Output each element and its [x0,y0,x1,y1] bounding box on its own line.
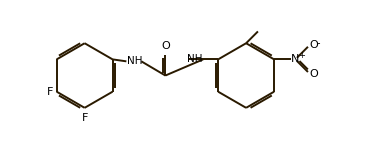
Text: O: O [310,40,318,50]
Text: O: O [310,69,318,79]
Text: F: F [81,113,88,123]
Text: -: - [317,38,320,48]
Text: N: N [291,54,299,64]
Text: NH: NH [187,54,203,64]
Text: NH: NH [127,56,142,66]
Text: F: F [47,87,54,97]
Text: O: O [161,41,170,51]
Text: +: + [298,51,305,60]
